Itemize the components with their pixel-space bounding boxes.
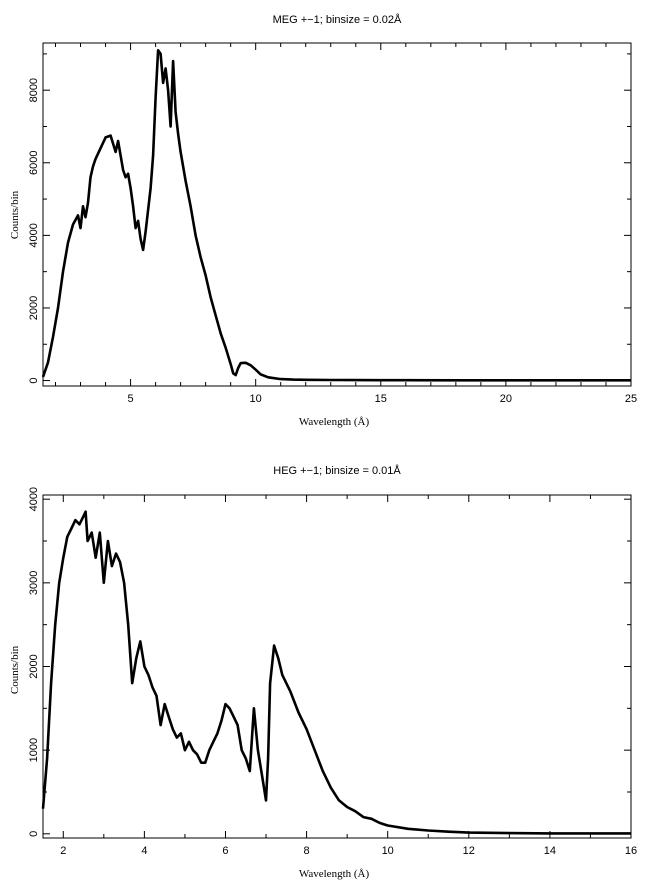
heg-tick-labels: 2 4 6 8 10 12 14 16 0 1000 2000 3000 4000	[28, 487, 637, 857]
meg-ticks	[43, 43, 632, 386]
heg-panel: HEG +−1; binsize = 0.01Å 2 4 6 8 10 12 14 16 0 10…	[9, 464, 637, 880]
heg-x-tick-label: 10	[382, 845, 394, 857]
meg-y-tick-label: 4000	[28, 223, 40, 247]
meg-y-tick-label: 2000	[28, 296, 40, 320]
meg-title: MEG +−1; binsize = 0.02Å	[273, 13, 402, 26]
heg-x-tick-label: 16	[625, 845, 637, 857]
meg-tick-labels: 5 10 15 20 25 0 2000 4000 6000 8000	[28, 78, 637, 405]
heg-y-tick-label: 4000	[28, 487, 40, 511]
meg-plot-frame	[42, 42, 632, 387]
meg-x-axis-label: Wavelength (Å)	[299, 416, 370, 428]
meg-y-tick-label: 0	[28, 377, 40, 383]
heg-x-tick-label: 6	[222, 845, 228, 857]
heg-x-tick-label: 8	[304, 845, 310, 857]
heg-x-tick-label: 2	[60, 845, 66, 857]
heg-x-tick-label: 12	[463, 845, 475, 857]
heg-title: HEG +−1; binsize = 0.01Å	[273, 464, 401, 477]
heg-x-tick-label: 4	[141, 845, 147, 857]
heg-y-tick-label: 2000	[28, 654, 40, 678]
meg-spectrum-line	[41, 49, 631, 382]
heg-x-tick-label: 14	[544, 845, 556, 857]
meg-y-tick-label: 6000	[28, 151, 40, 175]
heg-y-tick-label: 0	[28, 831, 40, 837]
heg-y-axis-label: Counts/bin	[9, 645, 21, 694]
meg-x-tick-label: 5	[128, 393, 134, 405]
meg-x-tick-label: 10	[250, 393, 262, 405]
heg-x-axis-label: Wavelength (Å)	[299, 868, 370, 880]
meg-x-tick-label: 25	[625, 393, 637, 405]
meg-panel: MEG +−1; binsize = 0.02Å 5 10 15 20 25 0 2000 4…	[9, 13, 637, 428]
heg-y-tick-label: 3000	[28, 571, 40, 595]
meg-y-tick-label: 8000	[28, 78, 40, 102]
meg-x-tick-label: 20	[500, 393, 512, 405]
meg-y-axis-label: Counts/bin	[9, 190, 21, 239]
meg-x-tick-label: 15	[375, 393, 387, 405]
heg-y-tick-label: 1000	[28, 738, 40, 762]
heg-spectrum-line	[41, 510, 631, 835]
